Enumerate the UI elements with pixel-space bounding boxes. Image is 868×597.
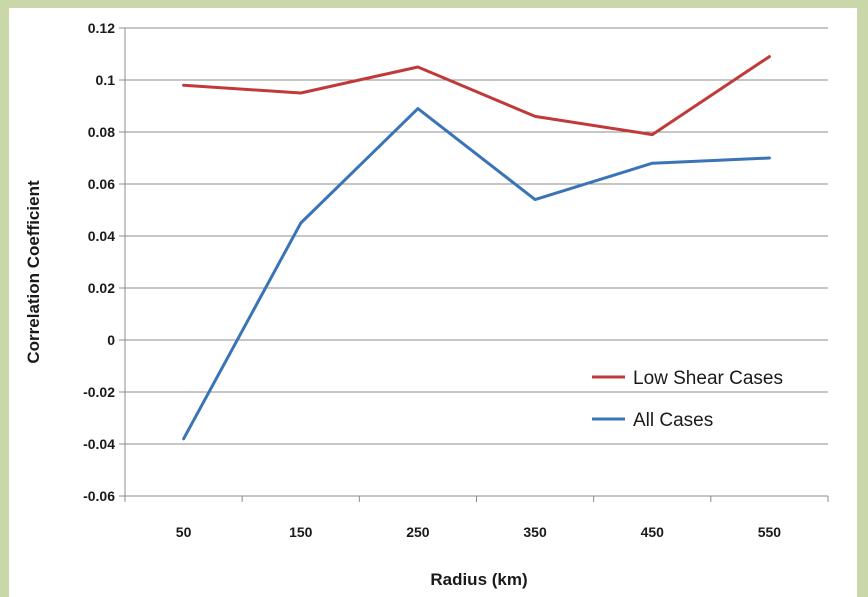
y-tick-label: 0.02 bbox=[88, 280, 115, 296]
y-tick-label: 0.08 bbox=[88, 124, 115, 140]
y-axis-title: Correlation Coefficient bbox=[24, 180, 43, 364]
y-tick-label: 0 bbox=[107, 332, 115, 348]
y-tick-label: -0.06 bbox=[83, 488, 115, 504]
series-line-0 bbox=[182, 55, 771, 137]
series-line-1 bbox=[182, 107, 771, 441]
x-tick-label: 150 bbox=[289, 524, 313, 540]
line-chart: 0.120.10.080.060.040.020-0.02-0.04-0.06 … bbox=[24, 20, 829, 589]
y-tick-label: -0.02 bbox=[83, 384, 115, 400]
y-tick-labels: 0.12 0.1 0.08 0.06 0.04 0.02 0 -0.02 -0.04 -0.06 bbox=[83, 20, 115, 504]
gridlines bbox=[125, 27, 828, 497]
x-axis-title: Radius (km) bbox=[430, 570, 527, 589]
y-tick-label: -0.04 bbox=[83, 436, 115, 452]
legend: Low Shear Cases All Cases bbox=[592, 368, 783, 431]
x-tick-labels: 50 150 250 350 450 550 bbox=[176, 524, 782, 540]
axes bbox=[119, 27, 829, 502]
x-tick-label: 250 bbox=[406, 524, 430, 540]
y-tick-label: 0.04 bbox=[88, 228, 115, 244]
x-tick-label: 450 bbox=[641, 524, 665, 540]
chart-frame: 0.12 0.1 0.08 0.06 0.04 0.02 0 -0.02 -0.04 -0.06 … bbox=[9, 8, 857, 597]
x-tick-label: 550 bbox=[758, 524, 782, 540]
series-lines bbox=[182, 55, 771, 441]
legend-label-0: Low Shear Cases bbox=[633, 368, 783, 389]
legend-label-1: All Cases bbox=[633, 410, 713, 431]
x-tick-label: 350 bbox=[523, 524, 547, 540]
y-tick-label: 0.06 bbox=[88, 176, 115, 192]
x-tick-label: 50 bbox=[176, 524, 192, 540]
y-tick-label: 0.1 bbox=[96, 72, 116, 88]
y-tick-label: 0.12 bbox=[88, 20, 115, 36]
